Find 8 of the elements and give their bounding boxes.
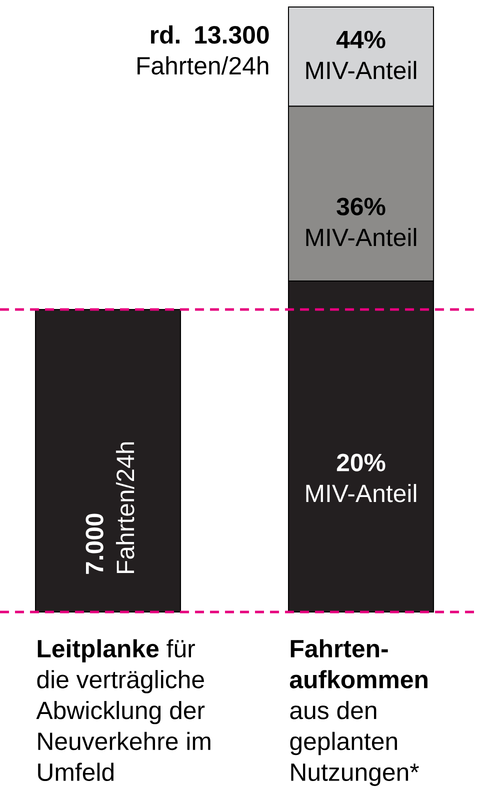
- annotation: 7.000 Fahrten/24h: [86, 442, 134, 574]
- annotation: 44% MIV-Anteil: [306, 30, 416, 80]
- annotation: 20% MIV-Anteil: [306, 454, 416, 502]
- annotation: 36% MIV-Anteil: [306, 198, 416, 246]
- annotation: rd. 13.300 Fahrten/24h: [138, 25, 269, 75]
- bar: [35, 308, 182, 612]
- x-tick-label: Leitplanke für die verträgliche Abwicklung der Neuverkehre im Umfeld: [36, 639, 210, 782]
- x-tick-label: Fahrten-aufkommen aus den geplanten Nutzungen*: [290, 639, 428, 786]
